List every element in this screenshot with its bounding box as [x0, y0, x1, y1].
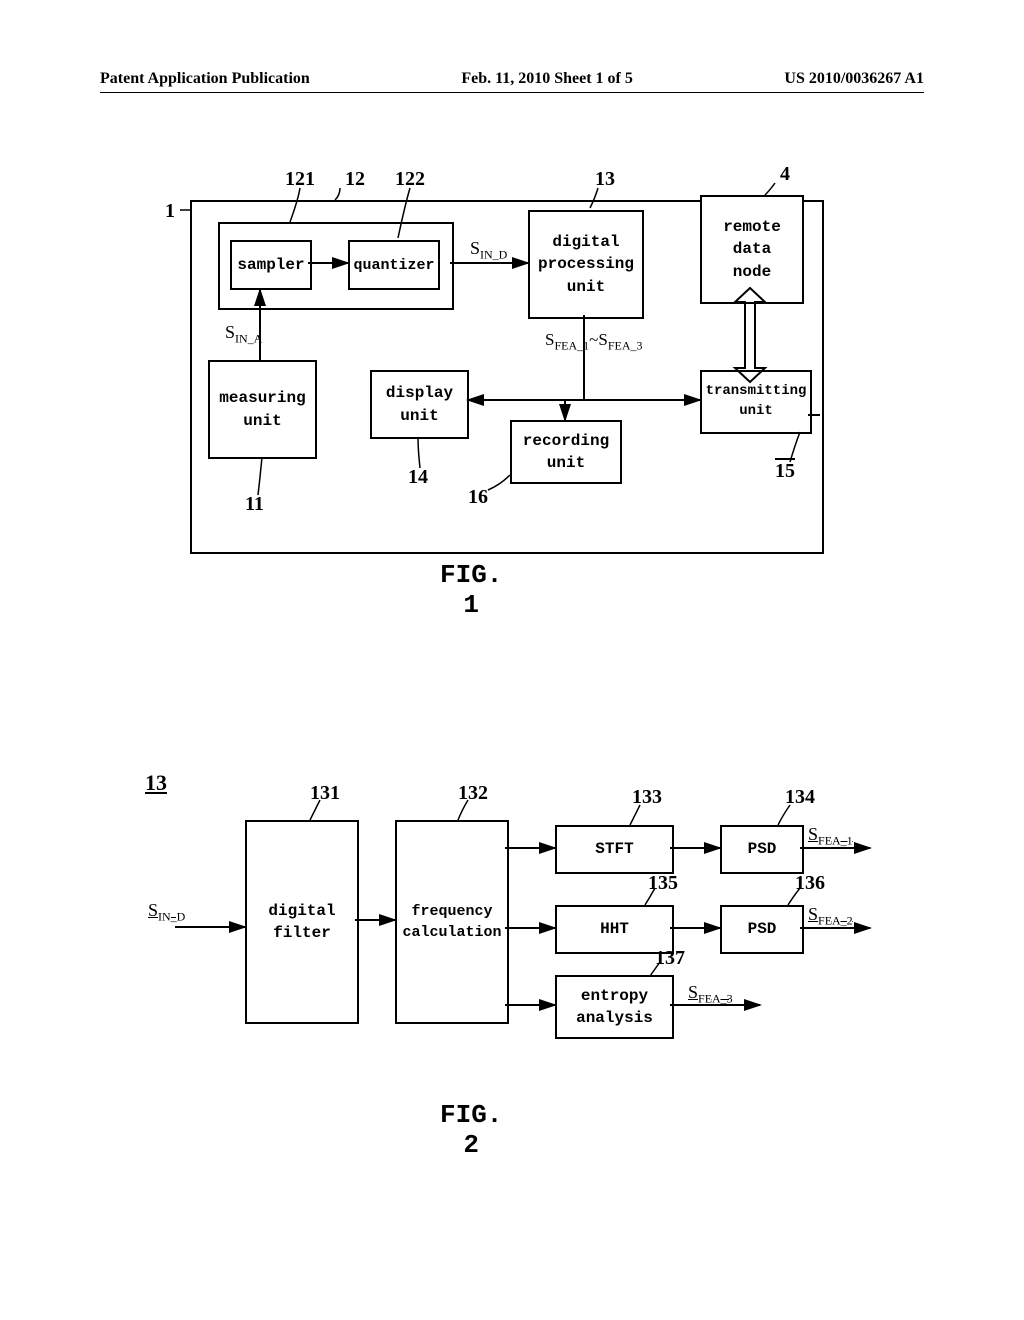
fig2-ref-132-text: 132	[458, 782, 488, 804]
fig2-sig-sfea3: SFEA_3	[688, 982, 733, 1007]
fig2-ref-135: 135	[648, 872, 678, 895]
fig2-sig-sin-d-sub: IN_D	[158, 910, 185, 924]
fig2-connectors	[0, 0, 950, 1100]
fig2-sig-sfea3-sub: FEA_3	[698, 992, 733, 1006]
fig2-sig-sfea3-base: S	[688, 982, 698, 1002]
fig2-ref-137-text: 137	[655, 947, 685, 969]
fig2-sig-sin-d: SIN_D	[148, 900, 185, 925]
fig2-sig-sfea2-sub: FEA_2	[818, 914, 853, 928]
fig2-ref-134: 134	[785, 786, 815, 809]
fig2-sig-sfea1: SFEA_1	[808, 824, 853, 849]
fig2-ref-132: 132	[458, 782, 488, 805]
fig2-sig-sfea1-sub: FEA_1	[818, 834, 853, 848]
fig2-ref-131-text: 131	[310, 782, 340, 804]
fig2-ref-137: 137	[655, 947, 685, 970]
fig2-ref-136: 136	[795, 872, 825, 895]
fig2-ref-133-text: 133	[632, 786, 662, 808]
fig2-sig-sfea2-base: S	[808, 904, 818, 924]
fig2-ref-131: 131	[310, 782, 340, 805]
fig2-sig-sfea2: SFEA_2	[808, 904, 853, 929]
fig2-caption-text: FIG. 2	[440, 1100, 502, 1160]
fig2-sig-sfea1-base: S	[808, 824, 818, 844]
fig2-ref-133: 133	[632, 786, 662, 809]
fig2-sig-sin-d-base: S	[148, 900, 158, 920]
fig2-ref-136-text: 136	[795, 872, 825, 894]
fig2-ref-134-text: 134	[785, 786, 815, 808]
fig2-ref-135-text: 135	[648, 872, 678, 894]
fig2-caption: FIG. 2	[440, 1100, 502, 1160]
